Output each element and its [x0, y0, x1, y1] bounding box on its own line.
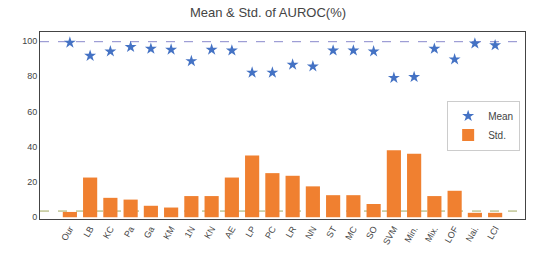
svg-text:LP: LP — [244, 225, 258, 240]
svg-text:20: 20 — [27, 177, 37, 187]
svg-text:KM: KM — [161, 225, 176, 242]
svg-text:Nai.: Nai. — [464, 225, 481, 244]
svg-text:SVM: SVM — [381, 225, 399, 247]
svg-text:AE: AE — [223, 225, 238, 240]
svg-text:KC: KC — [101, 224, 116, 240]
svg-text:Mean & Std. of AUROC(%): Mean & Std. of AUROC(%) — [190, 5, 346, 20]
svg-text:LCl: LCl — [485, 225, 500, 242]
svg-text:KN: KN — [202, 225, 217, 241]
svg-text:NN: NN — [303, 225, 318, 241]
svg-text:Min.: Min. — [403, 225, 420, 245]
svg-text:1N: 1N — [183, 225, 197, 240]
svg-text:LR: LR — [284, 224, 299, 239]
svg-text:ST: ST — [324, 224, 339, 239]
svg-text:Ga: Ga — [142, 225, 157, 240]
svg-text:LB: LB — [82, 225, 96, 240]
svg-text:60: 60 — [27, 107, 37, 117]
svg-text:80: 80 — [27, 71, 37, 81]
svg-text:LOF: LOF — [443, 224, 461, 245]
svg-text:40: 40 — [27, 142, 37, 152]
svg-text:Mean: Mean — [488, 111, 513, 122]
svg-text:Std.: Std. — [488, 130, 506, 141]
svg-text:MC: MC — [343, 224, 359, 242]
svg-text:Mix.: Mix. — [423, 225, 440, 244]
svg-text:SO: SO — [364, 225, 379, 241]
svg-text:PC: PC — [263, 224, 278, 240]
svg-text:Pa: Pa — [122, 225, 136, 240]
svg-text:0: 0 — [32, 212, 37, 222]
svg-text:Our: Our — [59, 225, 75, 243]
svg-text:100: 100 — [22, 36, 37, 46]
